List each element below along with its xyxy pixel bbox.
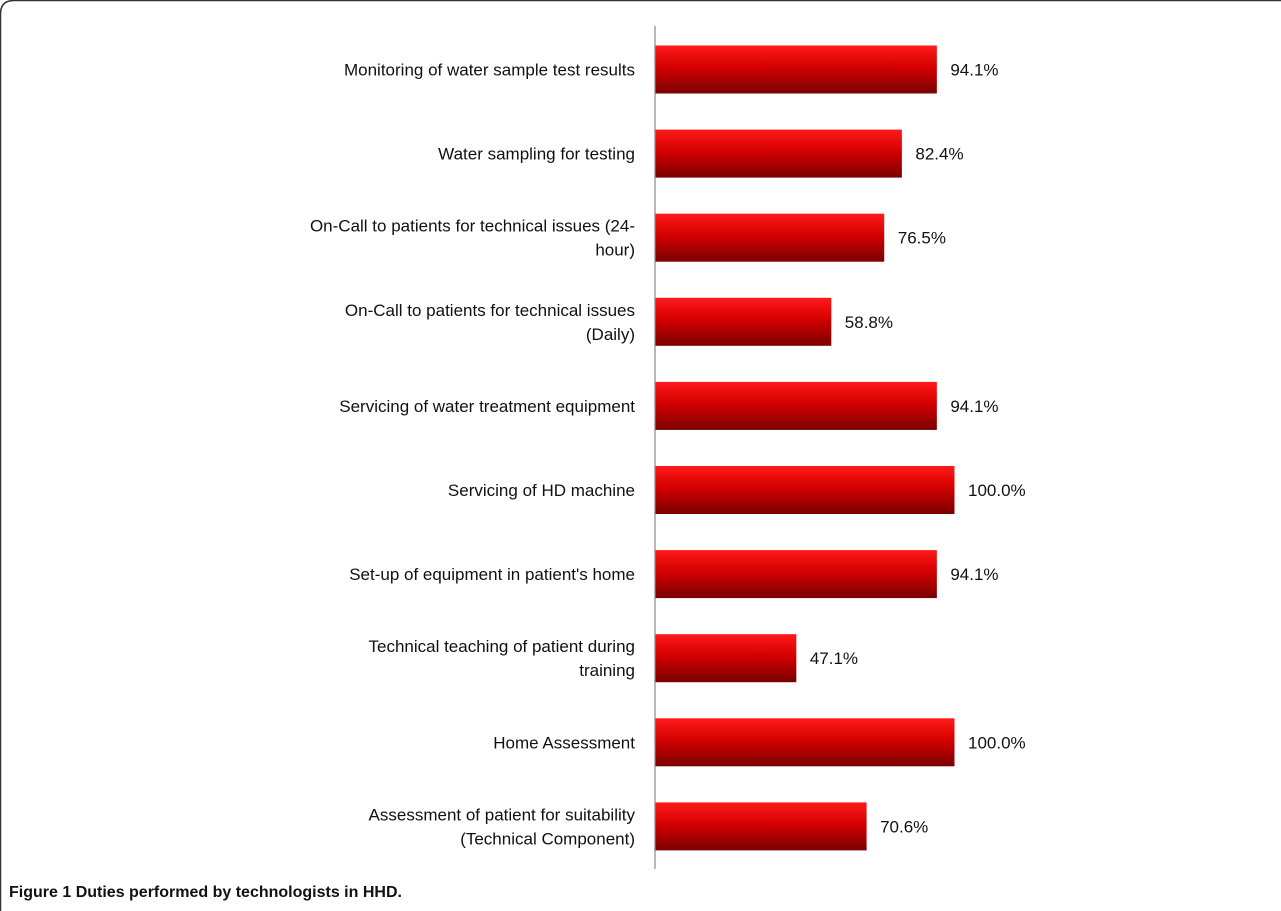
data-labels: 94.1% 82.4% 76.5% 58.8% 94.1% 100.0% 94.1% 47.1… (810, 61, 1026, 837)
category-label: training (579, 661, 635, 680)
bar (655, 297, 832, 346)
data-label: 76.5% (898, 229, 946, 248)
data-label: 70.6% (880, 817, 928, 836)
category-label: Assessment of patient for suitability (369, 805, 636, 824)
data-label: 47.1% (810, 649, 858, 668)
category-label: Home Assessment (493, 733, 635, 752)
category-label: Monitoring of water sample test results (344, 61, 635, 80)
category-label: (Technical Component) (460, 829, 635, 848)
data-label: 94.1% (950, 565, 998, 584)
figure-caption: Figure 1 Duties performed by technologis… (9, 884, 402, 902)
data-label: 100.0% (968, 481, 1026, 500)
category-label: Servicing of water treatment equipment (339, 397, 635, 416)
figure-caption-text: Duties performed by technologists in HHD… (75, 884, 402, 901)
bar (655, 213, 885, 262)
category-label: On-Call to patients for technical issues (345, 301, 635, 320)
data-label: 58.8% (845, 313, 893, 332)
bar (655, 129, 902, 178)
bar (655, 802, 867, 851)
bars-group (655, 45, 955, 851)
figure-label: Figure 1 (9, 884, 72, 901)
data-label: 94.1% (950, 397, 998, 416)
category-label: Servicing of HD machine (448, 481, 635, 500)
bar (655, 45, 937, 94)
bar (655, 466, 955, 514)
bar (655, 634, 797, 683)
category-label: Set-up of equipment in patient's home (349, 565, 635, 584)
category-label: (Daily) (586, 325, 635, 344)
category-labels: Monitoring of water sample test results W… (310, 61, 636, 849)
category-label: hour) (595, 241, 635, 260)
category-label: Technical teaching of patient during (368, 637, 635, 656)
data-label: 94.1% (950, 61, 998, 80)
bar (655, 718, 955, 767)
category-label: Water sampling for testing (438, 145, 635, 164)
category-label: On-Call to patients for technical issues… (310, 217, 635, 236)
bar (655, 381, 937, 430)
data-label: 100.0% (968, 733, 1026, 752)
bar (655, 550, 937, 599)
data-label: 82.4% (915, 145, 963, 164)
